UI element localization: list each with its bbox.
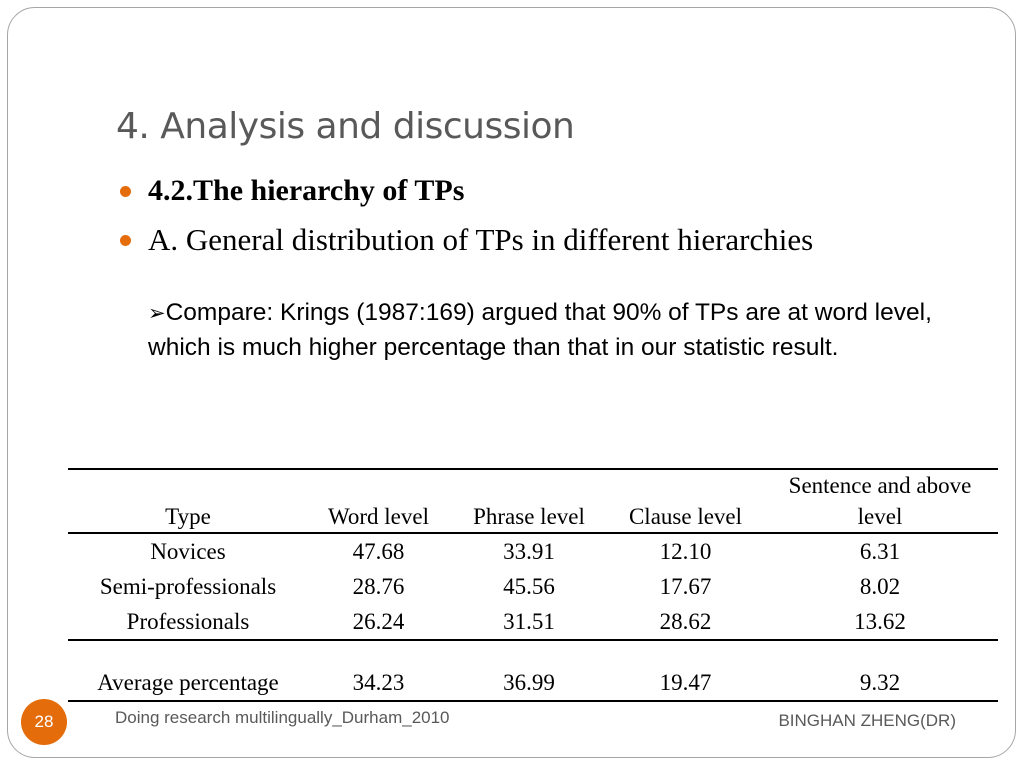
header-sentence-line2: level [857,504,903,529]
page-number: 28 [34,712,54,731]
header-sentence-line1: Sentence and above [788,473,972,498]
cell-word: 34.23 [352,669,405,695]
table-average-row: Average percentage 34.23 36.99 19.47 9.3… [68,665,998,701]
bullet-dot-icon [120,185,131,197]
cell-type: Professionals [126,608,250,634]
cell-sentence: 6.31 [859,538,901,564]
cell-phrase: 36.99 [503,669,555,695]
header-clause-level: Clause level [628,504,743,529]
cell-type: Average percentage [97,669,279,695]
compare-paragraph: ➢Compare: Krings (1987:169) argued that … [148,296,938,365]
cell-word: 47.68 [352,538,405,564]
cell-phrase: 31.51 [503,608,555,634]
footer-author: BINGHAN ZHENG(DR) [778,711,956,730]
bullet-distribution: A. General distribution of TPs in differ… [120,222,813,258]
arrow-bullet-icon: ➢ [148,302,166,325]
cell-type: Semi-professionals [99,573,277,599]
footer-left-text: Doing research multilingually_Durham_201… [115,708,450,727]
cell-clause: 17.67 [659,573,712,599]
cell-sentence: 8.02 [859,573,901,599]
compare-text: Compare: Krings (1987:169) argued that 9… [148,299,932,361]
cell-phrase: 45.56 [503,573,555,599]
cell-clause: 28.62 [659,608,712,634]
table-row: Novices 47.68 33.91 12.10 6.31 [68,533,998,569]
bullet-hierarchy: 4.2.The hierarchy of TPs [120,174,464,208]
bullet-text: 4.2.The hierarchy of TPs [148,174,465,207]
header-word-level: Word level [328,504,429,529]
cell-phrase: 33.91 [503,538,555,564]
cell-sentence: 9.32 [859,669,901,695]
header-type: Type [165,504,211,529]
tp-distribution-table: Type Word level Phrase level Clause leve… [68,468,998,702]
bullet-dot-icon [120,234,131,246]
table-header-row: Type Word level Phrase level Clause leve… [68,469,998,533]
bullet-text: A. General distribution of TPs in differ… [148,222,814,257]
cell-sentence: 13.62 [854,608,906,634]
cell-type: Novices [150,538,226,564]
cell-clause: 19.47 [659,669,712,695]
cell-word: 26.24 [352,608,405,634]
slide-frame [7,7,1016,758]
cell-word: 28.76 [352,573,405,599]
table-spacer-row [68,640,998,665]
header-phrase-level: Phrase level [473,504,585,529]
table-row: Semi-professionals 28.76 45.56 17.67 8.0… [68,569,998,604]
header-sentence-level: Sentence and above level [762,469,998,533]
page-number-badge: 28 [21,699,67,745]
cell-clause: 12.10 [659,538,712,564]
table-row: Professionals 26.24 31.51 28.62 13.62 [68,604,998,640]
slide-title: 4. Analysis and discussion [116,106,575,147]
